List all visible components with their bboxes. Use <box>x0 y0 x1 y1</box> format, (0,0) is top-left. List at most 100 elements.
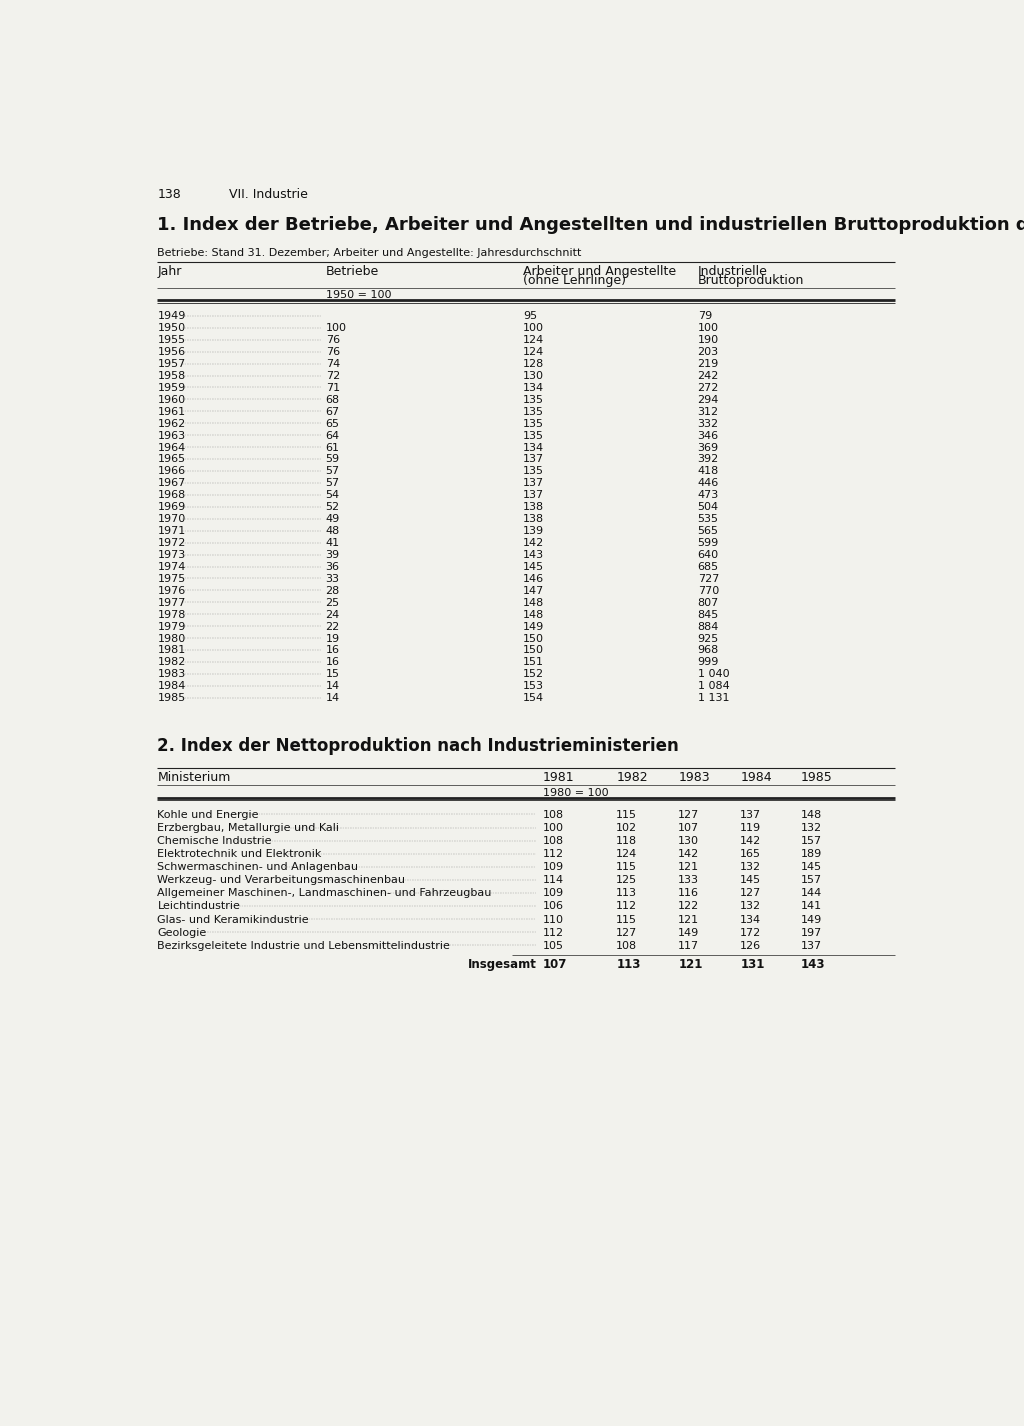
Text: 16: 16 <box>326 646 340 656</box>
Text: 165: 165 <box>740 848 761 858</box>
Text: Ministerium: Ministerium <box>158 771 230 784</box>
Text: 145: 145 <box>523 562 545 572</box>
Text: 61: 61 <box>326 442 340 452</box>
Text: 109: 109 <box>543 863 564 873</box>
Text: 115: 115 <box>616 810 637 820</box>
Text: 108: 108 <box>543 836 564 846</box>
Text: Glas- und Keramikindustrie: Glas- und Keramikindustrie <box>158 914 309 924</box>
Text: 1959: 1959 <box>158 382 185 394</box>
Text: 504: 504 <box>697 502 719 512</box>
Text: 999: 999 <box>697 657 719 667</box>
Text: 151: 151 <box>523 657 544 667</box>
Text: 15: 15 <box>326 669 340 679</box>
Text: 1973: 1973 <box>158 550 185 560</box>
Text: 1977: 1977 <box>158 597 185 607</box>
Text: 1966: 1966 <box>158 466 185 476</box>
Text: 845: 845 <box>697 610 719 620</box>
Text: 132: 132 <box>740 863 762 873</box>
Text: 138: 138 <box>158 188 181 201</box>
Text: 124: 124 <box>523 335 545 345</box>
Text: 24: 24 <box>326 610 340 620</box>
Text: 65: 65 <box>326 419 340 429</box>
Text: 117: 117 <box>678 941 699 951</box>
Text: 25: 25 <box>326 597 340 607</box>
Text: Betriebe: Stand 31. Dezember; Arbeiter und Angestellte: Jahresdurchschnitt: Betriebe: Stand 31. Dezember; Arbeiter u… <box>158 248 582 258</box>
Text: 1984: 1984 <box>158 682 185 692</box>
Text: 57: 57 <box>326 478 340 488</box>
Text: 332: 332 <box>697 419 719 429</box>
Text: 1982: 1982 <box>616 771 648 784</box>
Text: 115: 115 <box>616 863 637 873</box>
Text: 535: 535 <box>697 515 719 525</box>
Text: (ohne Lehrlinge): (ohne Lehrlinge) <box>523 274 627 287</box>
Text: 68: 68 <box>326 395 340 405</box>
Text: 19: 19 <box>326 633 340 643</box>
Text: 137: 137 <box>801 941 822 951</box>
Text: Bruttoproduktion: Bruttoproduktion <box>697 274 804 287</box>
Text: Elektrotechnik und Elektronik: Elektrotechnik und Elektronik <box>158 848 322 858</box>
Text: 74: 74 <box>326 359 340 369</box>
Text: 67: 67 <box>326 406 340 416</box>
Text: 142: 142 <box>678 848 699 858</box>
Text: 1964: 1964 <box>158 442 185 452</box>
Text: 112: 112 <box>543 928 564 938</box>
Text: 135: 135 <box>523 395 544 405</box>
Text: 116: 116 <box>678 888 699 898</box>
Text: 1949: 1949 <box>158 311 185 321</box>
Text: 112: 112 <box>616 901 637 911</box>
Text: 39: 39 <box>326 550 340 560</box>
Text: 52: 52 <box>326 502 340 512</box>
Text: 1979: 1979 <box>158 622 185 632</box>
Text: 1957: 1957 <box>158 359 185 369</box>
Text: 16: 16 <box>326 657 340 667</box>
Text: Erzbergbau, Metallurgie und Kali: Erzbergbau, Metallurgie und Kali <box>158 823 339 833</box>
Text: 144: 144 <box>801 888 822 898</box>
Text: 135: 135 <box>523 406 544 416</box>
Text: 112: 112 <box>543 848 564 858</box>
Text: 115: 115 <box>616 914 637 924</box>
Text: 968: 968 <box>697 646 719 656</box>
Text: 128: 128 <box>523 359 545 369</box>
Text: 1961: 1961 <box>158 406 185 416</box>
Text: Leichtindustrie: Leichtindustrie <box>158 901 241 911</box>
Text: 130: 130 <box>523 371 544 381</box>
Text: Kohle und Energie: Kohle und Energie <box>158 810 259 820</box>
Text: 14: 14 <box>326 682 340 692</box>
Text: 76: 76 <box>326 335 340 345</box>
Text: 1950 = 100: 1950 = 100 <box>326 291 391 301</box>
Text: 190: 190 <box>697 335 719 345</box>
Text: Allgemeiner Maschinen-, Landmaschinen- und Fahrzeugbau: Allgemeiner Maschinen-, Landmaschinen- u… <box>158 888 492 898</box>
Text: 242: 242 <box>697 371 719 381</box>
Text: 135: 135 <box>523 466 544 476</box>
Text: 64: 64 <box>326 431 340 441</box>
Text: VII. Industrie: VII. Industrie <box>228 188 307 201</box>
Text: 127: 127 <box>740 888 762 898</box>
Text: 770: 770 <box>697 586 719 596</box>
Text: 54: 54 <box>326 491 340 501</box>
Text: 105: 105 <box>543 941 563 951</box>
Text: 33: 33 <box>326 573 340 583</box>
Text: 124: 124 <box>523 347 545 356</box>
Text: 1968: 1968 <box>158 491 185 501</box>
Text: 685: 685 <box>697 562 719 572</box>
Text: 126: 126 <box>740 941 762 951</box>
Text: 925: 925 <box>697 633 719 643</box>
Text: 473: 473 <box>697 491 719 501</box>
Text: 148: 148 <box>523 610 545 620</box>
Text: 108: 108 <box>616 941 637 951</box>
Text: 148: 148 <box>523 597 545 607</box>
Text: 346: 346 <box>697 431 719 441</box>
Text: 79: 79 <box>697 311 712 321</box>
Text: 146: 146 <box>523 573 545 583</box>
Text: 150: 150 <box>523 646 544 656</box>
Text: 135: 135 <box>523 431 544 441</box>
Text: 1981: 1981 <box>158 646 185 656</box>
Text: 137: 137 <box>523 491 545 501</box>
Text: 203: 203 <box>697 347 719 356</box>
Text: 1962: 1962 <box>158 419 185 429</box>
Text: 154: 154 <box>523 693 545 703</box>
Text: 108: 108 <box>543 810 564 820</box>
Text: 1983: 1983 <box>678 771 710 784</box>
Text: 134: 134 <box>523 442 545 452</box>
Text: 114: 114 <box>543 876 564 886</box>
